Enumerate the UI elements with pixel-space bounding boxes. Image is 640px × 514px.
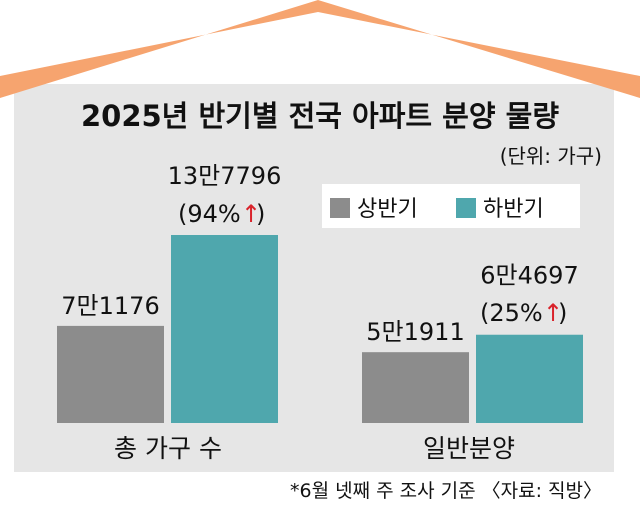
label-general-second-half: 6만4697 — [480, 262, 578, 290]
annotation-total: (94% ↑ ) — [178, 200, 265, 228]
annotation-total-suffix: ) — [256, 200, 265, 228]
category-label-general: 일반분양 — [423, 434, 515, 463]
bar-general-first-half — [362, 352, 469, 423]
legend-swatch-second-half — [456, 198, 476, 218]
annotation-general: (25% ↑ ) — [480, 299, 567, 327]
annotation-total-prefix: (94% — [178, 200, 241, 228]
label-total-second-half: 13만7796 — [168, 162, 282, 190]
annotation-general-prefix: (25% — [480, 299, 543, 327]
annotation-general-suffix: ) — [558, 299, 567, 327]
up-arrow-icon: ↑ — [543, 299, 563, 327]
legend: 상반기 하반기 — [322, 184, 580, 228]
bars — [57, 235, 583, 423]
unit-note: (단위: 가구) — [500, 144, 602, 168]
footnote: *6월 넷째 주 조사 기준 〈자료: 직방〉 — [290, 480, 602, 502]
bar-total-first-half — [57, 325, 164, 423]
up-arrow-icon: ↑ — [241, 200, 261, 228]
category-label-total: 총 가구 수 — [114, 434, 222, 463]
bar-total-second-half — [171, 235, 278, 423]
legend-swatch-first-half — [330, 198, 350, 218]
chart-title: 2025년 반기별 전국 아파트 분양 물량 — [81, 99, 559, 133]
label-total-first-half: 7만1176 — [61, 292, 159, 320]
legend-label-second-half: 하반기 — [483, 197, 544, 222]
bar-general-second-half — [476, 334, 583, 423]
label-general-first-half: 5만1911 — [366, 318, 464, 346]
roof — [0, 0, 640, 98]
legend-label-first-half: 상반기 — [357, 197, 418, 222]
